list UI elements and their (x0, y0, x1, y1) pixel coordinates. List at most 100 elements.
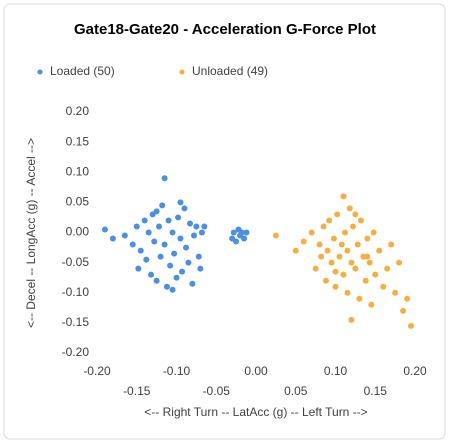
data-point (322, 277, 329, 284)
y-tick-label: 0.10 (66, 164, 90, 178)
data-point (167, 262, 174, 269)
data-point (340, 271, 347, 278)
data-point (101, 226, 108, 233)
data-point (340, 193, 347, 200)
data-point (330, 235, 337, 242)
data-point (135, 265, 142, 272)
data-point (153, 208, 160, 215)
x-tick-label: 0.05 (284, 384, 308, 398)
data-point (370, 229, 377, 236)
data-point (292, 247, 299, 254)
chart-border (3, 3, 446, 440)
data-point (344, 289, 351, 296)
y-axis-title: <-- Decel -- LongAcc (g) -- Accel --> (24, 138, 38, 328)
data-point (165, 217, 172, 224)
data-point (332, 268, 339, 275)
x-tick-label: 0.15 (364, 384, 388, 398)
data-point (400, 307, 407, 314)
data-point (368, 301, 375, 308)
y-tick-label: -0.05 (62, 255, 90, 269)
x-tick-label: 0.10 (324, 364, 348, 378)
data-point (175, 214, 182, 221)
data-point (312, 265, 319, 272)
data-point (161, 241, 168, 248)
data-point (380, 283, 387, 290)
y-tick-label: -0.15 (62, 315, 90, 329)
data-point (133, 223, 140, 230)
data-point (159, 202, 166, 209)
data-point (129, 241, 136, 248)
legend-marker (179, 69, 185, 75)
legend-label: Loaded (50) (50, 64, 115, 78)
data-point (161, 175, 168, 182)
data-point (163, 283, 170, 290)
x-tick-label: -0.05 (203, 384, 231, 398)
data-point (354, 241, 361, 248)
data-point (356, 295, 363, 302)
y-tick-label: 0.15 (66, 134, 90, 148)
data-point (366, 259, 373, 266)
data-point (352, 265, 359, 272)
data-point (173, 274, 180, 281)
data-point (388, 241, 395, 248)
data-point (181, 205, 188, 212)
data-point (193, 223, 200, 230)
data-point (157, 253, 164, 260)
data-point (190, 232, 197, 239)
data-point (238, 229, 245, 236)
y-tick-label: -0.10 (62, 285, 90, 299)
data-point (308, 229, 315, 236)
data-point (344, 247, 351, 254)
data-point (179, 268, 186, 275)
data-point (243, 229, 250, 236)
x-tick-label: -0.20 (83, 364, 111, 378)
data-point (148, 271, 155, 278)
data-point (318, 253, 325, 260)
data-point (338, 241, 345, 248)
data-point (169, 286, 176, 293)
legend-label: Unloaded (49) (192, 64, 268, 78)
data-point (185, 259, 192, 266)
data-point (197, 265, 204, 272)
data-point (300, 238, 307, 245)
data-point (362, 277, 369, 284)
data-point (171, 250, 178, 257)
data-point (348, 316, 355, 323)
data-point (121, 232, 128, 239)
data-point (357, 217, 364, 224)
data-point (143, 256, 150, 263)
data-point (230, 229, 237, 236)
data-point (346, 205, 353, 212)
data-point (151, 238, 158, 245)
data-point (349, 223, 356, 230)
x-tick-label: 0.00 (244, 364, 268, 378)
legend-marker (37, 69, 43, 75)
y-tick-label: -0.20 (62, 345, 90, 359)
data-point (376, 247, 383, 254)
data-point (392, 289, 399, 296)
data-point (156, 223, 163, 230)
y-tick-label: 0.20 (66, 104, 90, 118)
y-tick-label: 0.05 (66, 195, 90, 209)
data-point (364, 253, 371, 260)
data-point (408, 322, 415, 329)
data-point (324, 247, 331, 254)
data-point (189, 280, 196, 287)
data-point (241, 235, 248, 242)
data-point (233, 238, 240, 245)
data-point (334, 211, 341, 218)
data-point (372, 271, 379, 278)
data-point (332, 283, 339, 290)
x-tick-label: -0.15 (123, 384, 151, 398)
data-point (326, 217, 333, 224)
y-tick-label: 0.00 (66, 225, 90, 239)
data-point (320, 223, 327, 230)
data-point (137, 247, 144, 254)
data-point (177, 199, 184, 206)
data-point (195, 253, 202, 260)
data-point (396, 259, 403, 266)
data-point (187, 220, 194, 227)
data-point (169, 229, 176, 236)
data-point (109, 235, 116, 242)
